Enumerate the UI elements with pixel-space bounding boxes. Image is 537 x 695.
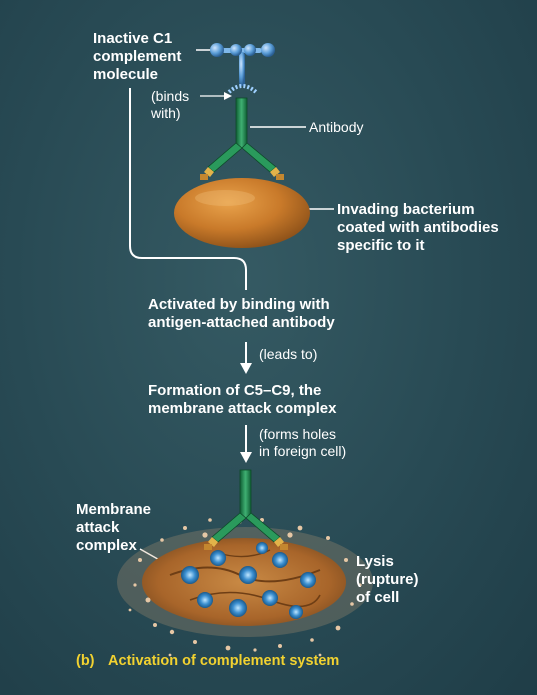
- leads-to-note: (leads to): [259, 346, 318, 362]
- leads-to-arrowhead: [240, 363, 252, 374]
- flow-connector-line: [129, 88, 247, 290]
- c1-complement-molecule-shape: [210, 43, 275, 94]
- activated-step-text: Activated by binding with antigen-attach…: [148, 296, 335, 331]
- antibody-shape-bottom: [204, 469, 288, 550]
- lysis-debris-particles: [128, 518, 362, 657]
- binds-with-note: (binds with): [151, 88, 190, 121]
- antibody-shape-top: [200, 97, 284, 180]
- membrane-attack-complex-label: Membrane attack complex: [76, 501, 152, 554]
- figure-caption: (b) Activation of complement system: [76, 653, 339, 669]
- invading-bacterium-shape: [174, 178, 310, 248]
- lysis-label: Lysis (rupture) of cell: [356, 553, 419, 606]
- formation-step-text: Formation of C5–C9, the membrane attack …: [148, 382, 337, 417]
- forms-holes-arrowhead: [240, 452, 252, 463]
- caption-title: Activation of complement system: [108, 653, 340, 669]
- forms-holes-note: (forms holes in foreign cell): [259, 426, 347, 459]
- c1-complement-label: Inactive C1 complement molecule: [93, 30, 182, 83]
- bacterium-label: Invading bacterium coated with antibodie…: [337, 201, 499, 254]
- membrane-attack-complex-holes: [181, 542, 316, 619]
- binds-arrowhead: [224, 92, 232, 100]
- caption-part-letter: (b): [76, 653, 95, 669]
- antibody-label: Antibody: [309, 119, 364, 135]
